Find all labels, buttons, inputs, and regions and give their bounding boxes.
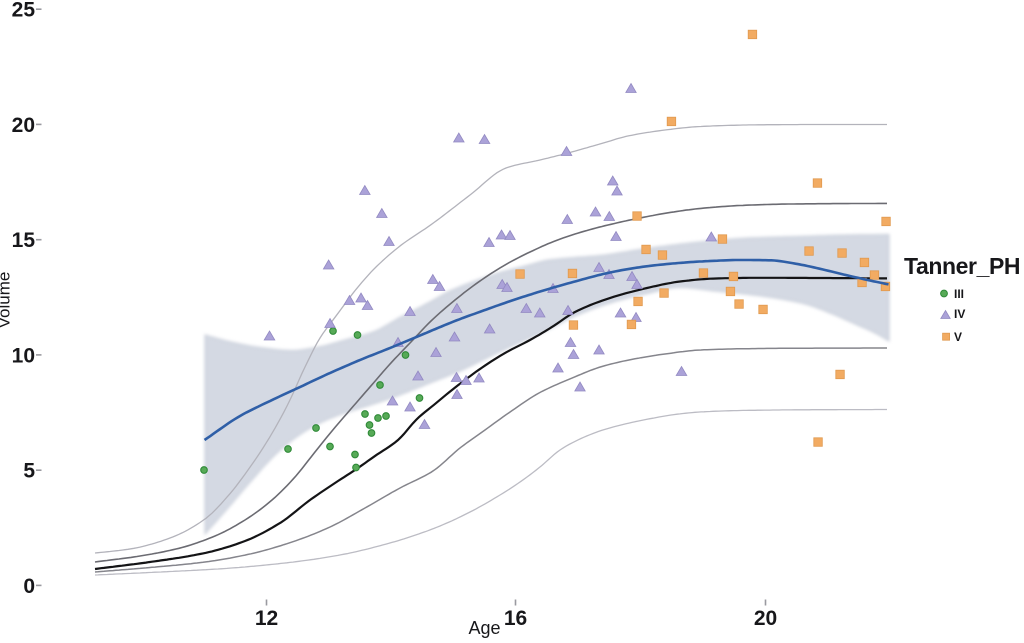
svg-text:10: 10 (12, 344, 35, 367)
svg-text:20: 20 (12, 114, 35, 137)
svg-text:III: III (954, 287, 964, 301)
svg-text:5: 5 (23, 460, 35, 483)
svg-text:Tanner_PH: Tanner_PH (904, 253, 1020, 279)
svg-text:Volume: Volume (0, 272, 14, 329)
svg-text:12: 12 (255, 607, 278, 630)
svg-text:Age: Age (468, 618, 500, 638)
svg-text:IV: IV (954, 307, 965, 321)
svg-text:20: 20 (754, 607, 777, 630)
svg-text:25: 25 (12, 0, 36, 22)
svg-text:0: 0 (23, 575, 35, 598)
svg-text:15: 15 (12, 229, 36, 252)
svg-text:V: V (954, 330, 962, 344)
svg-text:16: 16 (504, 607, 527, 630)
